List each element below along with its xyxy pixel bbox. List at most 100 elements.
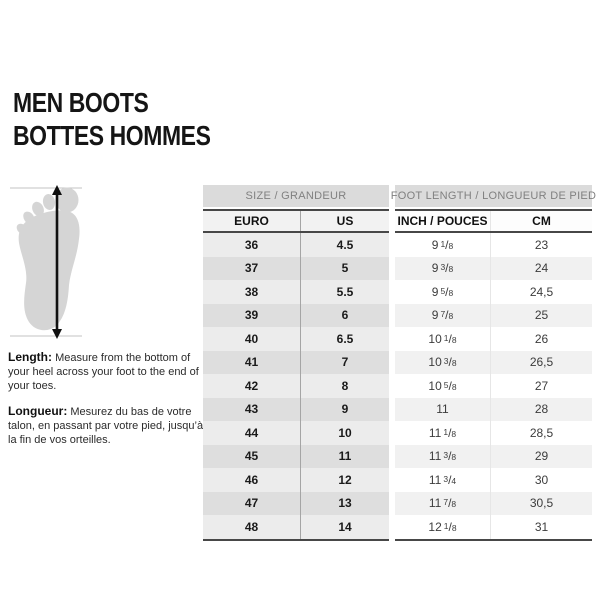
cell-euro: 41 bbox=[203, 350, 300, 374]
table-row: 37 5 bbox=[203, 256, 389, 280]
cell-cm: 31 bbox=[490, 515, 592, 539]
cell-euro: 36 bbox=[203, 233, 300, 257]
table-row: 47 13 bbox=[203, 491, 389, 515]
cell-inch: 12 1/8 bbox=[395, 515, 490, 539]
table-row: 44 10 bbox=[203, 421, 389, 445]
cell-us: 5.5 bbox=[300, 280, 389, 304]
cell-us: 14 bbox=[300, 515, 389, 539]
table-row: 41 7 bbox=[203, 350, 389, 374]
cell-cm: 27 bbox=[490, 374, 592, 398]
cell-euro: 46 bbox=[203, 468, 300, 492]
table-row: 11 1/8 28,5 bbox=[395, 421, 592, 445]
cell-inch: 9 1/8 bbox=[395, 233, 490, 257]
table-row: 9 7/8 25 bbox=[395, 303, 592, 327]
cell-us: 9 bbox=[300, 397, 389, 421]
table-row: 9 1/8 23 bbox=[395, 233, 592, 257]
cell-cm: 23 bbox=[490, 233, 592, 257]
cell-inch: 11 7/8 bbox=[395, 491, 490, 515]
cell-euro: 44 bbox=[203, 421, 300, 445]
cell-us: 5 bbox=[300, 256, 389, 280]
cell-inch: 11 3/4 bbox=[395, 468, 490, 492]
left-rows: 36 4.5 37 5 38 5.5 39 6 40 6.5 41 7 42 8 43 9 44 10 45 11 46… bbox=[203, 233, 389, 541]
table-row: 36 4.5 bbox=[203, 233, 389, 257]
cell-inch: 10 1/8 bbox=[395, 327, 490, 351]
cell-cm: 28 bbox=[490, 397, 592, 421]
cell-us: 6.5 bbox=[300, 327, 389, 351]
cell-inch: 11 3/8 bbox=[395, 444, 490, 468]
longueur-instruction: Longueur: Mesurez du bas de votre talon,… bbox=[8, 404, 206, 447]
cell-us: 10 bbox=[300, 421, 389, 445]
longueur-label: Longueur: bbox=[8, 404, 68, 418]
table-row: 46 12 bbox=[203, 468, 389, 492]
table-row: 40 6.5 bbox=[203, 327, 389, 351]
table-row: 45 11 bbox=[203, 444, 389, 468]
cell-euro: 38 bbox=[203, 280, 300, 304]
col-header-euro: EURO bbox=[234, 214, 269, 228]
cell-us: 13 bbox=[300, 491, 389, 515]
cell-euro: 39 bbox=[203, 303, 300, 327]
group-header-size: SIZE / GRANDEUR bbox=[203, 185, 389, 207]
length-text: Measure from the bottom of your heel acr… bbox=[8, 352, 199, 392]
table-row: 12 1/8 31 bbox=[395, 515, 592, 539]
title-line-english: MEN BOOTS bbox=[13, 87, 149, 118]
size-chart-table: SIZE / GRANDEUR EURO US 36 4.5 37 5 38 5.5 39 6… bbox=[203, 185, 596, 541]
right-rows: 9 1/8 23 9 3/8 24 9 5/8 24,5 9 7/8 25 10 1/8 26 10 3/8 26… bbox=[395, 233, 592, 541]
length-label: Length: bbox=[8, 350, 52, 364]
table-row: 11 28 bbox=[395, 397, 592, 421]
table-row: 9 3/8 24 bbox=[395, 256, 592, 280]
cell-euro: 47 bbox=[203, 491, 300, 515]
cell-inch: 10 5/8 bbox=[395, 374, 490, 398]
cell-cm: 24,5 bbox=[490, 280, 592, 304]
cell-inch: 9 7/8 bbox=[395, 303, 490, 327]
cell-cm: 28,5 bbox=[490, 421, 592, 445]
table-row: 48 14 bbox=[203, 515, 389, 539]
table-row: 11 3/8 29 bbox=[395, 444, 592, 468]
col-header-cm: CM bbox=[490, 211, 592, 231]
cell-us: 6 bbox=[300, 303, 389, 327]
cell-inch: 11 bbox=[395, 397, 490, 421]
title-line-french: BOTTES HOMMES bbox=[13, 120, 211, 151]
cell-cm: 29 bbox=[490, 444, 592, 468]
cell-euro: 43 bbox=[203, 397, 300, 421]
cell-us: 11 bbox=[300, 444, 389, 468]
cell-us: 4.5 bbox=[300, 233, 389, 257]
measure-arrow bbox=[52, 185, 62, 339]
foot-measurement-diagram bbox=[10, 185, 82, 339]
table-row: 11 3/4 30 bbox=[395, 468, 592, 492]
cell-us: 7 bbox=[300, 350, 389, 374]
column-header-row: EURO US bbox=[203, 209, 389, 233]
cell-inch: 10 3/8 bbox=[395, 350, 490, 374]
size-subtable: SIZE / GRANDEUR EURO US 36 4.5 37 5 38 5.5 39 6… bbox=[203, 185, 389, 541]
cell-inch: 9 5/8 bbox=[395, 280, 490, 304]
measuring-instructions: Length: Measure from the bottom of your … bbox=[8, 350, 206, 458]
cell-cm: 26 bbox=[490, 327, 592, 351]
cell-euro: 37 bbox=[203, 256, 300, 280]
foot-length-subtable: FOOT LENGTH / LONGUEUR DE PIED INCH / PO… bbox=[391, 185, 596, 541]
table-row: 38 5.5 bbox=[203, 280, 389, 304]
col-header-inch: INCH / POUCES bbox=[397, 214, 488, 228]
page-title: MEN BOOTS BOTTES HOMMES bbox=[13, 86, 211, 152]
longueur-text: Mesurez du bas de votre talon, en passan… bbox=[8, 406, 204, 446]
cell-cm: 25 bbox=[490, 303, 592, 327]
table-row: 10 3/8 26,5 bbox=[395, 350, 592, 374]
table-row: 39 6 bbox=[203, 303, 389, 327]
table-row: 42 8 bbox=[203, 374, 389, 398]
col-header-us: US bbox=[300, 211, 389, 231]
length-instruction: Length: Measure from the bottom of your … bbox=[8, 350, 206, 393]
column-header-row: INCH / POUCES CM bbox=[395, 209, 592, 233]
cell-euro: 40 bbox=[203, 327, 300, 351]
table-row: 9 5/8 24,5 bbox=[395, 280, 592, 304]
table-row: 10 5/8 27 bbox=[395, 374, 592, 398]
cell-euro: 48 bbox=[203, 515, 300, 539]
cell-inch: 9 3/8 bbox=[395, 256, 490, 280]
cell-cm: 30,5 bbox=[490, 491, 592, 515]
cell-cm: 24 bbox=[490, 256, 592, 280]
table-row: 43 9 bbox=[203, 397, 389, 421]
cell-cm: 30 bbox=[490, 468, 592, 492]
cell-us: 12 bbox=[300, 468, 389, 492]
group-header-foot-length: FOOT LENGTH / LONGUEUR DE PIED bbox=[391, 185, 596, 207]
table-row: 11 7/8 30,5 bbox=[395, 491, 592, 515]
cell-inch: 11 1/8 bbox=[395, 421, 490, 445]
cell-us: 8 bbox=[300, 374, 389, 398]
cell-euro: 42 bbox=[203, 374, 300, 398]
